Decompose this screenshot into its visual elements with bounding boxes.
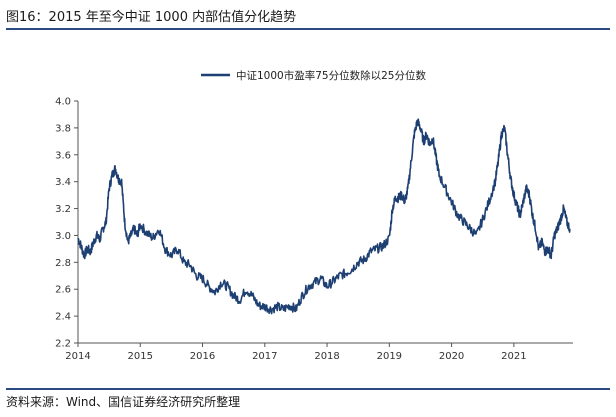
x-tick-label: 2017 (252, 351, 277, 362)
x-tick-label: 2014 (65, 351, 90, 362)
y-tick-label: 3.4 (55, 177, 71, 188)
legend-label: 中证1000市盈率75分位数除以25分位数 (236, 69, 426, 82)
series-layer (77, 118, 571, 315)
legend: 中证1000市盈率75分位数除以25分位数 (201, 69, 426, 82)
x-tick-label: 2016 (190, 351, 215, 362)
x-tick-label: 2018 (314, 351, 339, 362)
source-note: 资料来源：Wind、国信证券经济研究所整理 (6, 395, 241, 409)
y-tick-label: 2.8 (55, 258, 71, 269)
y-tick-label: 4.0 (55, 97, 71, 108)
title-rule (6, 28, 610, 30)
y-tick-label: 3.2 (55, 204, 71, 215)
series-line (77, 118, 571, 315)
source-rule (6, 388, 610, 390)
x-tick-label: 2021 (501, 351, 526, 362)
x-axis: 2014 2015 2016 2017 2018 2019 2020 2021 (65, 342, 573, 362)
y-tick-label: 3.8 (55, 123, 71, 134)
y-tick-label: 3.0 (55, 231, 71, 242)
y-tick-label: 3.6 (55, 150, 71, 161)
x-tick-label: 2020 (439, 351, 464, 362)
figure-title: 图16：2015 年至今中证 1000 内部估值分化趋势 (6, 10, 297, 25)
x-tick-label: 2015 (128, 351, 153, 362)
y-tick-label: 2.6 (55, 285, 71, 296)
x-tick-label: 2019 (377, 351, 402, 362)
y-tick-label: 2.4 (55, 312, 71, 323)
y-axis: 2.2 2.4 2.6 2.8 3.0 3.2 3.4 3.6 3.8 4.0 (55, 97, 79, 350)
y-tick-label: 2.2 (55, 339, 71, 350)
